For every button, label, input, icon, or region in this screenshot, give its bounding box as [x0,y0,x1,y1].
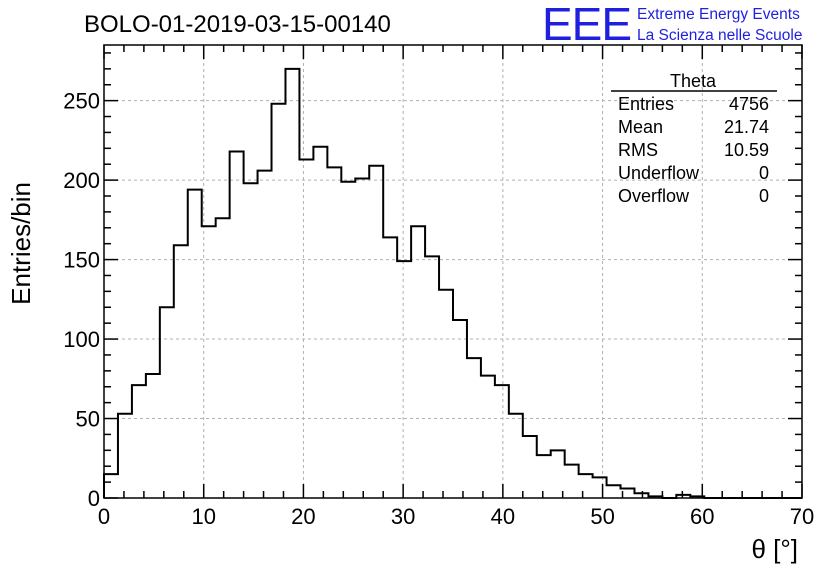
axis-ticks [103,45,803,499]
eee-logo-line1: Extreme Energy Events [637,6,800,23]
histogram-bin [495,385,509,498]
histogram-bin [593,477,607,498]
histogram-bin [272,104,286,498]
x-axis-label: θ [°] [751,534,798,564]
stats-row-value: 0 [759,186,769,206]
histogram-bin [369,166,383,498]
y-tick-label: 50 [76,407,100,432]
stats-box: Theta Entries 4756 Mean 21.74 RMS 10.59 Underf… [611,71,777,206]
stats-row-value: 4756 [729,94,769,114]
grid-lines [104,45,802,498]
histogram-bin [397,261,411,498]
histogram-bin [565,465,579,498]
histogram-bin [439,290,453,498]
stats-row-label: Underflow [618,163,700,183]
histogram-bin [425,256,439,498]
histogram-bin [467,358,481,498]
stats-row-value: 0 [759,163,769,183]
histogram-bin [523,436,537,498]
histogram-bin [509,414,523,498]
stats-row-label: Mean [618,117,663,137]
stats-row-label: Entries [618,94,674,114]
y-axis-label: Entries/bin [6,182,36,305]
histogram-bin [174,245,188,498]
histogram-bin [341,182,355,498]
x-tick-label: 0 [98,504,110,529]
histogram-bin [230,151,244,498]
stats-box-title: Theta [670,71,717,91]
eee-logo: EEE Extreme Energy Events La Scienza nel… [542,0,802,50]
histogram-bin [411,226,425,498]
x-tick-label: 50 [590,504,614,529]
histogram-bin [118,414,132,498]
y-tick-label: 100 [63,327,100,352]
histogram-bin [132,385,146,498]
chart-title: BOLO-01-2019-03-15-00140 [84,11,391,38]
histogram-bin [355,179,369,498]
stats-row-value: 21.74 [724,117,769,137]
stats-row-label: RMS [618,140,658,160]
axis-tick-labels: 0 10 20 30 40 50 60 70 0 50 100 150 200 250 [63,89,814,529]
x-tick-label: 70 [790,504,814,529]
histogram-bin [285,69,299,498]
y-tick-label: 0 [88,486,100,511]
histogram-bin [579,474,593,498]
y-tick-label: 150 [63,248,100,273]
histogram-bin [537,455,551,498]
stats-box-rows: Entries 4756 Mean 21.74 RMS 10.59 Underflow 0 Ov… [618,94,769,206]
histogram-outline [103,67,802,499]
histogram-bin [481,376,495,498]
stats-row-label: Overflow [618,186,690,206]
histogram-bin [146,374,160,498]
histogram-bin [551,450,565,498]
x-tick-label: 30 [391,504,415,529]
stats-row-value: 10.59 [724,140,769,160]
x-tick-label: 10 [191,504,215,529]
x-tick-label: 60 [690,504,714,529]
histogram-bin [299,159,313,498]
histogram-bin [607,485,621,498]
x-tick-label: 40 [491,504,515,529]
histogram-bin [258,171,272,498]
histogram-bin [104,474,118,498]
x-tick-label: 20 [291,504,315,529]
histogram-bin [244,183,258,498]
y-tick-label: 250 [63,89,100,114]
histogram-bin [453,320,467,498]
histogram-bin [216,218,230,498]
plot-frame [103,44,803,499]
y-tick-label: 200 [63,168,100,193]
histogram-bin [313,147,327,498]
histogram-bin [202,226,216,498]
histogram-bin [188,190,202,498]
histogram-series [103,67,802,499]
histogram-bin [383,237,397,498]
eee-logo-mark: EEE [542,0,631,50]
eee-logo-line2: La Scienza nelle Scuole [637,27,802,44]
histogram-bin [327,167,341,498]
histogram-bin [160,307,174,498]
